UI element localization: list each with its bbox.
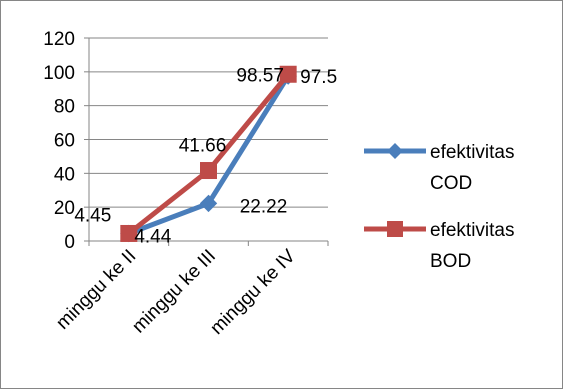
data-label: 22.22 (240, 196, 288, 217)
x-tick-label: minggu ke IV (206, 245, 299, 338)
series-lines (120, 65, 297, 243)
data-point-square (120, 224, 138, 242)
legend-marker-diamond (387, 143, 403, 159)
y-tick-label: 0 (64, 232, 75, 253)
y-tick-label: 120 (43, 29, 75, 50)
data-point-diamond (199, 194, 218, 213)
data-label: 4.45 (74, 205, 111, 226)
legend-marker-square (387, 221, 403, 237)
legend: efektivitas COD efektivitas BOD (364, 142, 514, 272)
x-tick-label: minggu ke II (52, 246, 140, 334)
legend-label: efektivitas (430, 142, 514, 163)
data-point-square (279, 65, 297, 83)
data-point-square (200, 162, 217, 180)
data-label: 98.57 (236, 65, 284, 86)
legend-label: COD (430, 173, 472, 194)
data-label: 97.5 (300, 67, 337, 88)
legend-label: efektivitas (430, 220, 514, 241)
y-tick-label: 40 (54, 164, 75, 185)
y-tick-label: 100 (43, 63, 75, 84)
legend-label: BOD (430, 251, 471, 272)
y-tick-label: 60 (54, 131, 75, 152)
y-tick-label: 80 (54, 97, 75, 118)
y-tick-label: 20 (54, 198, 75, 219)
data-label: 41.66 (179, 136, 227, 157)
data-labels: 4.44 22.22 97.5 4.45 41.66 98.57 (74, 65, 337, 247)
data-label: 4.44 (134, 226, 171, 247)
